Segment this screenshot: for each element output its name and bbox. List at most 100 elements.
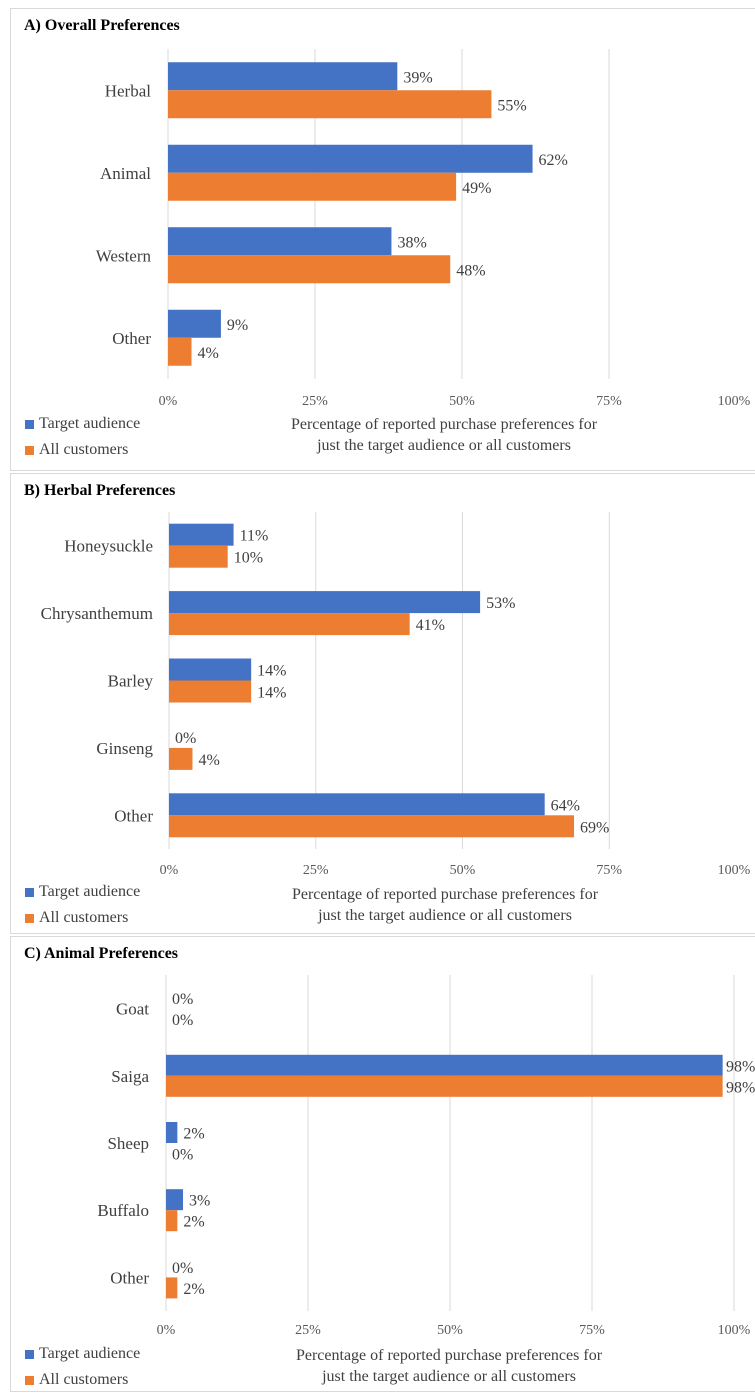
panel-overall-preferences: A) Overall Preferences 0% 25% 50% 75% 100% He… <box>10 8 755 471</box>
x-tick-label: 100% <box>718 1323 751 1338</box>
legend-item-all: All customers <box>25 1367 140 1393</box>
data-label-all-animal: 49% <box>462 180 491 197</box>
x-axis-title: Percentage of reported purchase preferen… <box>234 414 654 456</box>
category-label-ginseng: Ginseng <box>96 739 153 758</box>
category-label-other: Other <box>112 329 151 348</box>
legend: Target audience All customers <box>25 411 140 463</box>
legend-label-all: All customers <box>39 1371 129 1388</box>
bar-target-chrysanthemum <box>169 591 481 614</box>
bar-target-other <box>168 309 221 338</box>
bar-all-saiga <box>166 1075 723 1097</box>
x-tick-label: 50% <box>450 863 476 878</box>
data-label-target-chrysanthemum: 53% <box>486 595 515 612</box>
legend-item-target: Target audience <box>25 1341 140 1367</box>
data-label-all-other: 69% <box>580 819 609 836</box>
data-label-all-chrysanthemum: 41% <box>416 617 445 634</box>
bar-target-western <box>168 227 392 256</box>
data-label-all-sheep: 0% <box>172 1147 193 1164</box>
bar-all-animal <box>168 172 457 201</box>
data-label-target-barley: 14% <box>257 663 286 680</box>
legend-label-all: All customers <box>39 441 129 458</box>
legend-label-target: Target audience <box>39 883 141 900</box>
legend-item-target: Target audience <box>25 411 140 437</box>
bar-all-chrysanthemum <box>169 613 410 636</box>
bar-all-herbal <box>168 90 492 119</box>
legend-label-target: Target audience <box>39 415 141 432</box>
category-label-barley: Barley <box>108 672 154 691</box>
bar-target-honeysuckle <box>169 523 234 546</box>
data-label-all-honeysuckle: 10% <box>234 550 263 567</box>
x-axis-title: Percentage of reported purchase preferen… <box>235 884 655 926</box>
bar-all-honeysuckle <box>169 545 228 568</box>
x-tick-label: 0% <box>159 394 178 409</box>
panel-herbal-preferences: B) Herbal Preferences 0% 25% 50% 75% 100% Hon… <box>10 473 755 934</box>
data-label-target-buffalo: 3% <box>189 1193 210 1210</box>
category-label-other: Other <box>110 1268 149 1287</box>
legend-label-target: Target audience <box>39 1345 141 1362</box>
category-label-other: Other <box>114 806 153 825</box>
data-label-all-barley: 14% <box>257 685 286 702</box>
bar-all-other <box>166 1277 178 1299</box>
data-label-target-saiga: 98% <box>726 1058 755 1075</box>
x-axis-title-line2: just the target audience or all customer… <box>317 437 571 454</box>
bar-all-other <box>169 815 575 838</box>
bar-target-other <box>169 793 545 816</box>
data-label-all-herbal: 55% <box>497 97 526 114</box>
bar-all-ginseng <box>169 747 193 770</box>
chart-title: C) Animal Preferences <box>24 945 179 962</box>
bar-chart-animal: 0% 25% 50% 75% 100% Goat 0% 0% Saiga 98% 98% Sheep 2… <box>97 975 755 1338</box>
bar-chart-overall: 0% 25% 50% 75% 100% Herbal 39% 55% Animal 62% 49% W… <box>96 49 751 409</box>
legend-label-all: All customers <box>39 909 129 926</box>
legend-swatch-all <box>25 913 34 923</box>
legend-swatch-all <box>25 1375 34 1385</box>
x-tick-label: 75% <box>596 394 622 409</box>
category-label-buffalo: Buffalo <box>97 1201 149 1220</box>
x-tick-label: 25% <box>303 863 329 878</box>
data-label-target-other: 64% <box>551 797 580 814</box>
x-tick-label: 100% <box>718 394 751 409</box>
bar-target-buffalo <box>166 1189 184 1211</box>
data-label-target-other: 9% <box>227 317 248 334</box>
category-label-western: Western <box>96 246 152 265</box>
category-label-sheep: Sheep <box>107 1134 149 1153</box>
data-label-target-western: 38% <box>397 234 426 251</box>
legend-swatch-target <box>25 1349 34 1359</box>
data-label-target-honeysuckle: 11% <box>240 528 269 545</box>
x-tick-label: 25% <box>302 394 328 409</box>
bar-target-saiga <box>166 1054 723 1076</box>
x-tick-label: 75% <box>579 1323 605 1338</box>
x-tick-label: 0% <box>157 1323 176 1338</box>
data-label-all-ginseng: 4% <box>198 752 219 769</box>
x-tick-label: 50% <box>449 394 475 409</box>
category-label-chrysanthemum: Chrysanthemum <box>41 604 153 623</box>
bar-target-animal <box>168 144 533 173</box>
x-axis-title: Percentage of reported purchase preferen… <box>239 1345 659 1387</box>
x-axis-title-line1: Percentage of reported purchase preferen… <box>295 1347 603 1364</box>
x-tick-label: 100% <box>718 863 751 878</box>
data-label-target-other: 0% <box>172 1260 193 1277</box>
bar-all-buffalo <box>166 1210 178 1232</box>
x-tick-label: 0% <box>160 863 179 878</box>
data-label-target-herbal: 39% <box>403 69 432 86</box>
panel-animal-preferences: C) Animal Preferences 0% 25% 50% 75% 100% Goa… <box>10 936 755 1392</box>
x-axis-title-line2: just the target audience or all customer… <box>322 1368 576 1385</box>
bar-target-sheep <box>166 1122 178 1143</box>
data-label-target-ginseng: 0% <box>175 730 196 747</box>
category-label-honeysuckle: Honeysuckle <box>64 537 153 556</box>
data-label-target-sheep: 2% <box>183 1126 204 1143</box>
data-label-all-buffalo: 2% <box>183 1214 204 1231</box>
bar-all-barley <box>169 680 252 703</box>
category-label-herbal: Herbal <box>105 81 152 100</box>
bar-all-other <box>168 337 192 366</box>
data-label-all-other: 2% <box>183 1281 204 1298</box>
bar-target-herbal <box>168 62 398 91</box>
data-label-target-goat: 0% <box>172 991 193 1008</box>
x-tick-label: 75% <box>596 863 622 878</box>
x-axis-title-line1: Percentage of reported purchase preferen… <box>291 886 599 903</box>
data-label-target-animal: 62% <box>539 152 568 169</box>
bar-target-barley <box>169 658 252 681</box>
category-label-saiga: Saiga <box>111 1067 149 1086</box>
data-label-all-saiga: 98% <box>726 1079 755 1096</box>
legend-item-target: Target audience <box>25 879 140 905</box>
chart-title: A) Overall Preferences <box>24 17 180 34</box>
